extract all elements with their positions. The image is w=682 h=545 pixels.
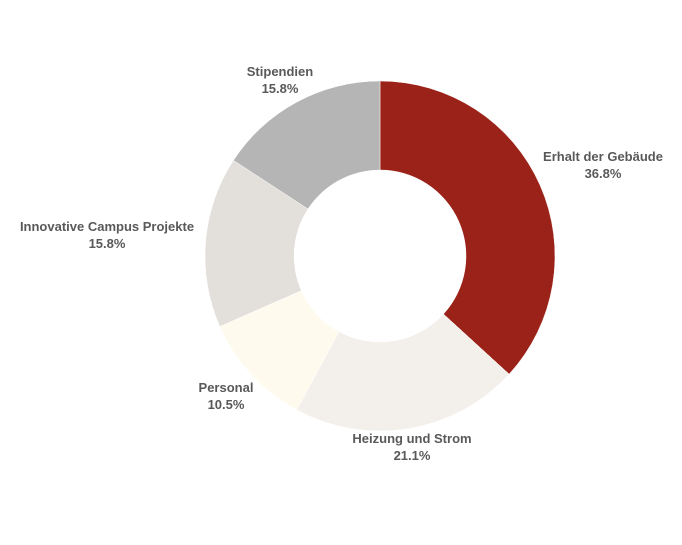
label-erhalt-der-gebaeude: Erhalt der Gebäude — [543, 149, 663, 164]
value-heizung-und-strom: 21.1% — [394, 448, 431, 463]
label-innovative-campus-projekte: Innovative Campus Projekte — [20, 219, 194, 234]
value-innovative-campus-projekte: 15.8% — [89, 236, 126, 251]
value-stipendien: 15.8% — [262, 81, 299, 96]
slice-stipendien[interactable] — [233, 80, 381, 210]
label-heizung-und-strom: Heizung und Strom — [352, 431, 471, 446]
value-personal: 10.5% — [208, 397, 245, 412]
slice-labels: Erhalt der Gebäude 36.8% Heizung und Strom… — [20, 64, 663, 463]
donut-slices — [204, 80, 556, 432]
label-stipendien: Stipendien — [247, 64, 314, 79]
value-erhalt-der-gebaeude: 36.8% — [585, 166, 622, 181]
slice-erhalt-der-gebaeude[interactable] — [379, 80, 556, 375]
slice-heizung-und-strom[interactable] — [296, 313, 510, 432]
label-personal: Personal — [199, 380, 254, 395]
